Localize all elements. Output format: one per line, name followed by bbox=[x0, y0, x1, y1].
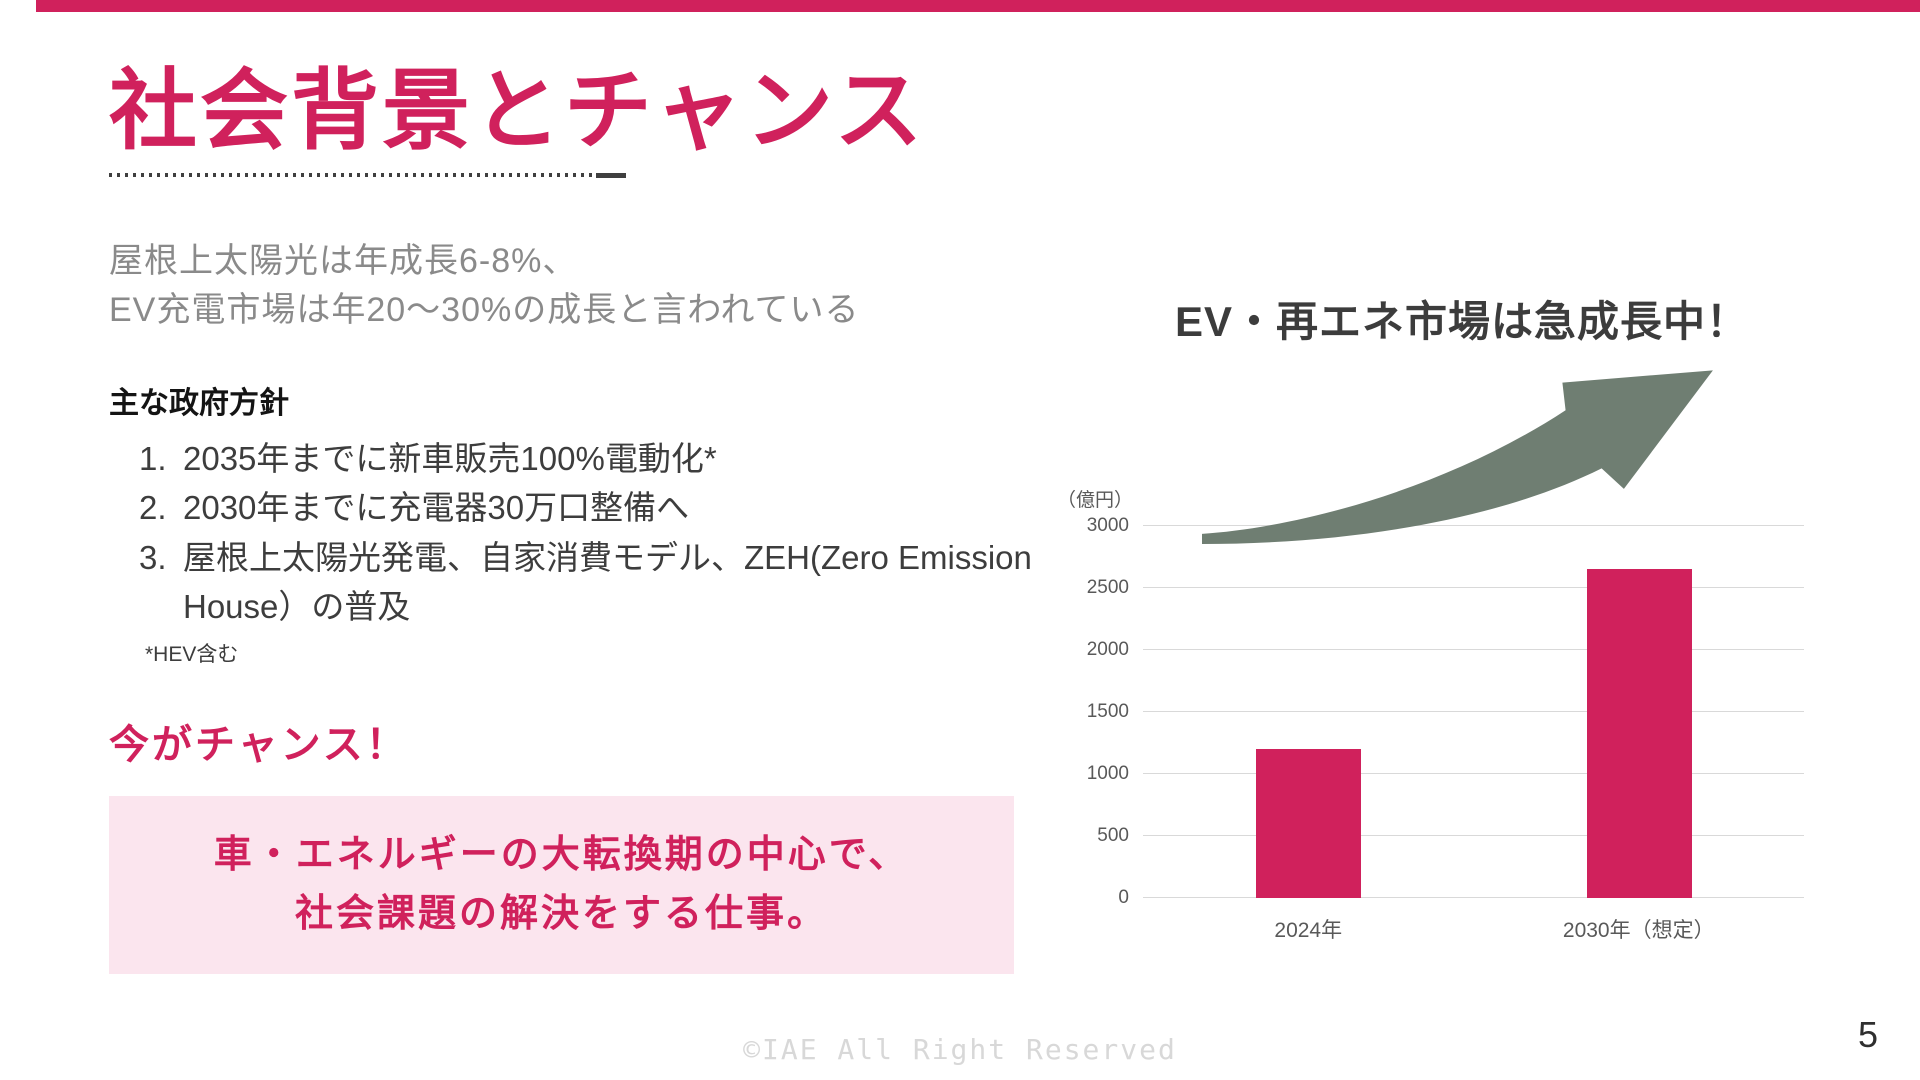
policy-item: 屋根上太陽光発電、自家消費モデル、ZEH(Zero Emission House… bbox=[139, 533, 1032, 626]
policy-list: 2035年までに新車販売100%電動化* 2030年までに充電器30万口整備へ … bbox=[139, 434, 1119, 632]
chart-gridline bbox=[1143, 649, 1804, 650]
x-tick-label: 2030年（想定） bbox=[1562, 919, 1715, 942]
footnote: *HEV含む bbox=[145, 642, 239, 666]
chart-gridline bbox=[1143, 587, 1804, 588]
page-title: 社会背景とチャンス bbox=[109, 61, 926, 160]
chart-bar bbox=[1586, 569, 1692, 898]
chart-gridline bbox=[1143, 525, 1804, 526]
highlight-line-1: 車・エネルギーの大転換期の中心で、 bbox=[213, 833, 910, 876]
chart-bar bbox=[1256, 749, 1362, 898]
chart-gridline bbox=[1143, 897, 1804, 898]
chart-gridline bbox=[1143, 711, 1804, 712]
y-tick-label: 3000 bbox=[1086, 515, 1129, 536]
y-tick-label: 2000 bbox=[1086, 639, 1129, 661]
highlight-line-2: 社会課題の解決をする仕事。 bbox=[294, 892, 828, 935]
policy-item: 2035年までに新車販売100%電動化* bbox=[139, 434, 717, 483]
y-tick-label: 2500 bbox=[1086, 577, 1129, 598]
x-tick-label: 2024年 bbox=[1274, 919, 1343, 942]
chart-panel: EV・再エネ市場は急成長中！ （億円） 3000 2500 2000 1500 1000… bbox=[1057, 288, 1812, 988]
highlight-box: 車・エネルギーの大転換期の中心で、 社会課題の解決をする仕事。 bbox=[109, 795, 1014, 974]
axis-unit-label: （億円） bbox=[1056, 490, 1133, 511]
policy-item: 2030年までに充電器30万口整備へ bbox=[139, 483, 690, 532]
intro-line-2: EV充電市場は年20〜30%の成長と言われている bbox=[109, 291, 860, 330]
y-tick-label: 1500 bbox=[1086, 701, 1129, 722]
intro-text: 屋根上太陽光は年成長6-8%、 EV充電市場は年20〜30%の成長と言われている bbox=[109, 237, 1119, 336]
growth-arrow-icon bbox=[1202, 370, 1713, 545]
chance-heading: 今がチャンス！ bbox=[109, 722, 409, 767]
y-tick-label: 500 bbox=[1097, 825, 1129, 847]
intro-line-1: 屋根上太陽光は年成長6-8%、 bbox=[109, 242, 578, 281]
footer-copyright: ©IAE All Right Reserved bbox=[743, 1033, 1177, 1066]
chart-gridline bbox=[1143, 835, 1804, 836]
bar-chart-plot: （億円） 3000 2500 2000 1500 1000 500 0 2024年 2030年（… bbox=[1057, 490, 1804, 942]
chart-title: EV・再エネ市場は急成長中！ bbox=[1174, 298, 1750, 345]
y-tick-label: 0 bbox=[1118, 887, 1129, 908]
title-underline bbox=[109, 173, 626, 179]
y-tick-label: 1000 bbox=[1086, 763, 1129, 785]
chart-gridline bbox=[1143, 773, 1804, 774]
left-column: 社会背景とチャンス 屋根上太陽光は年成長6-8%、 EV充電市場は年20〜30%… bbox=[109, 60, 1119, 974]
page-number: 5 bbox=[1857, 1014, 1878, 1055]
top-accent-bar bbox=[36, 0, 1920, 12]
policy-heading: 主な政府方針 bbox=[109, 386, 289, 420]
